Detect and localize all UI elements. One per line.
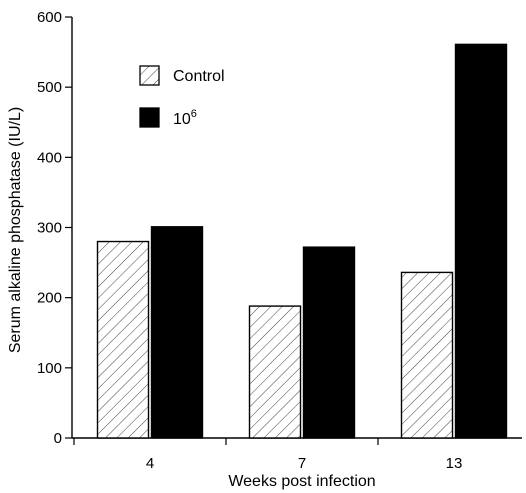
y-tick-label: 400 xyxy=(37,149,62,166)
bar-control-4 xyxy=(96,240,150,439)
legend: Control 106 xyxy=(139,65,225,128)
y-axis-title: Serum alkaline phosphatase (IU/L) xyxy=(7,107,24,353)
bars xyxy=(96,43,508,439)
legend-label-superscript: 6 xyxy=(191,108,197,120)
y-tick-label: 300 xyxy=(37,220,62,237)
y-tick-label: 600 xyxy=(37,9,62,26)
y-tick-label: 500 xyxy=(37,79,62,96)
legend-label-control: Control xyxy=(173,68,225,85)
y-axis: 0 100 200 300 400 500 600 xyxy=(37,9,73,447)
bar-10-6-4 xyxy=(150,226,204,439)
bar-10-6-7 xyxy=(302,246,356,439)
bar-control-13 xyxy=(400,271,454,439)
legend-label-base: 10 xyxy=(173,111,191,128)
y-tick-label: 0 xyxy=(54,430,62,447)
y-tick-label: 100 xyxy=(37,360,62,377)
x-axis-title: Weeks post infection xyxy=(228,473,375,490)
y-tick-label: 200 xyxy=(37,290,62,307)
legend-label-10-6: 106 xyxy=(173,108,197,128)
x-axis: 4 7 13 xyxy=(72,437,522,472)
legend-swatch-control xyxy=(139,65,160,86)
legend-swatch-10-6 xyxy=(139,107,160,128)
x-tick-label: 4 xyxy=(146,455,154,472)
x-tick-label: 13 xyxy=(446,455,463,472)
bar-control-7 xyxy=(248,305,302,439)
bar-10-6-13 xyxy=(454,43,508,439)
x-tick-label: 7 xyxy=(298,455,306,472)
